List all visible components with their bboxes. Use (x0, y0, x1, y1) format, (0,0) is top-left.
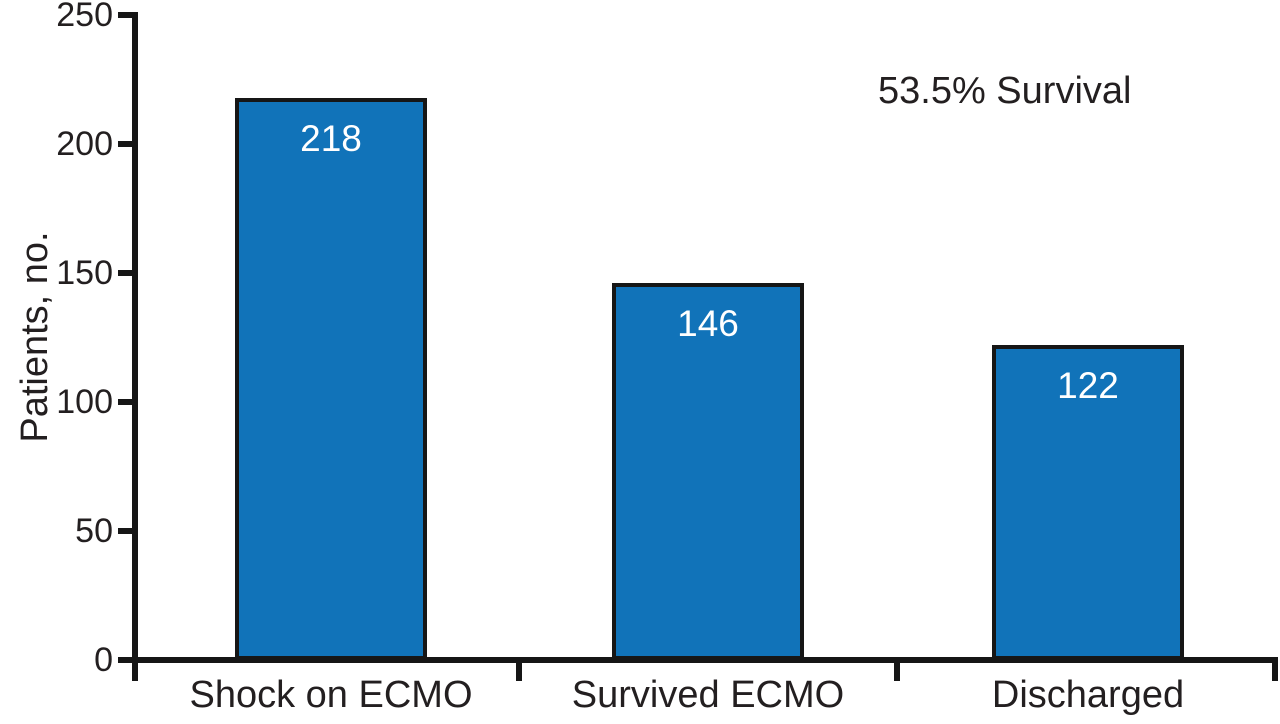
y-tick-label: 150 (56, 254, 113, 292)
y-tick-label: 200 (56, 125, 113, 163)
x-axis-tick (516, 660, 522, 681)
y-axis-tick (118, 528, 138, 534)
y-axis-tick (118, 141, 138, 147)
y-tick-label: 100 (56, 383, 113, 421)
x-category-label: Discharged (991, 674, 1185, 716)
survival-annotation: 53.5% Survival (878, 70, 1132, 112)
y-tick-label: 250 (56, 0, 113, 34)
x-axis-tick (1272, 660, 1278, 681)
bar-value-label: 122 (1057, 365, 1119, 407)
y-axis-line (132, 12, 138, 681)
x-category-label: Survived ECMO (571, 674, 845, 716)
y-axis-tick (118, 657, 138, 663)
y-tick-label: 0 (94, 641, 113, 679)
y-axis-tick (118, 399, 138, 405)
y-axis-tick (118, 270, 138, 276)
bar-shock-on-ecmo (235, 97, 427, 660)
x-category-label: Shock on ECMO (189, 674, 473, 716)
y-axis-tick (118, 12, 138, 18)
x-axis-line (120, 657, 1278, 663)
bar-discharged (992, 345, 1184, 660)
y-tick-label: 50 (75, 512, 113, 550)
bar-survived-ecmo (612, 283, 804, 660)
x-axis-tick (894, 660, 900, 681)
bar-value-label: 218 (300, 117, 362, 159)
bar-value-label: 146 (677, 303, 739, 345)
